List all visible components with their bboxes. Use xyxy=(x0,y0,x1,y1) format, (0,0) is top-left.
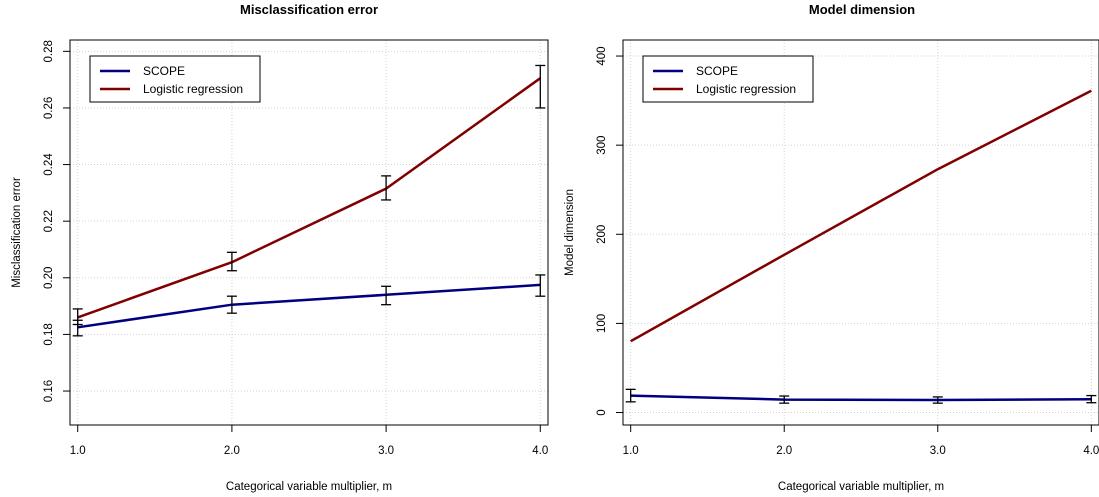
x-axis-label: Categorical variable multiplier, m xyxy=(778,481,944,493)
errorbar-scope xyxy=(226,295,237,314)
legend-label-logistic: Logistic regression xyxy=(143,82,243,96)
chart-panel-2: Model dimension 1.0 2.0 3.0 4.0 0 100 200 300 400… xyxy=(564,2,1099,493)
legend-box xyxy=(642,55,814,103)
y-tick-label: 0.18 xyxy=(43,323,55,345)
x-tick-label: 4.0 xyxy=(1083,445,1099,457)
plot-frame xyxy=(69,39,549,426)
y-tick-label: 0.20 xyxy=(43,267,55,289)
y-tick-label: 0.22 xyxy=(43,210,55,232)
errorbar-scope xyxy=(535,274,546,297)
y-tick-label: 0.26 xyxy=(43,97,55,119)
y-tick-label: 0.16 xyxy=(43,380,55,402)
chart-title: Model dimension xyxy=(809,2,915,17)
errorbar-scope xyxy=(932,396,943,404)
errorbar-logistic xyxy=(226,251,237,272)
series-line-logistic xyxy=(630,89,1092,343)
errorbar-scope xyxy=(381,285,392,306)
y-axis-label: Misclassification error xyxy=(11,177,23,288)
legend: SCOPE Logistic regression xyxy=(89,55,261,103)
x-tick-label: 2.0 xyxy=(776,445,792,457)
x-axis-label: Categorical variable multiplier, m xyxy=(226,481,392,493)
y-tick-label: 200 xyxy=(596,225,608,244)
series-line-scope xyxy=(77,283,541,329)
legend-label-scope: SCOPE xyxy=(143,64,185,78)
series-line-scope xyxy=(630,394,1092,402)
legend-box xyxy=(89,55,261,103)
x-tick-label: 2.0 xyxy=(224,445,240,457)
legend: SCOPE Logistic regression xyxy=(642,55,814,103)
errorbar-logistic xyxy=(72,308,83,326)
y-axis-label: Model dimension xyxy=(564,189,576,276)
y-tick-label: 0.24 xyxy=(43,153,55,176)
plot-frame xyxy=(622,39,1099,426)
chart-panel-1: Misclassification error 1.0 2.0 3.0 4.0 0.16 0… xyxy=(11,2,549,493)
x-tick-label: 1.0 xyxy=(70,445,86,457)
x-tick-label: 3.0 xyxy=(378,445,394,457)
y-tick-label: 300 xyxy=(596,136,608,155)
errorbar-scope xyxy=(1086,394,1097,404)
chart-title: Misclassification error xyxy=(240,2,378,17)
errorbar-logistic xyxy=(381,175,392,201)
x-tick-label: 3.0 xyxy=(930,445,946,457)
errorbar-scope xyxy=(625,388,636,403)
y-tick-label: 0.28 xyxy=(43,40,55,62)
y-tick-label: 400 xyxy=(596,46,608,65)
x-tick-label: 1.0 xyxy=(623,445,639,457)
errorbar-scope xyxy=(779,395,790,404)
legend-label-logistic: Logistic regression xyxy=(696,82,796,96)
y-tick-label: 100 xyxy=(596,314,608,333)
series-line-logistic xyxy=(77,77,542,319)
legend-label-scope: SCOPE xyxy=(696,64,738,78)
x-tick-label: 4.0 xyxy=(532,445,548,457)
y-tick-label: 0 xyxy=(596,409,608,415)
errorbar-logistic xyxy=(535,64,546,109)
